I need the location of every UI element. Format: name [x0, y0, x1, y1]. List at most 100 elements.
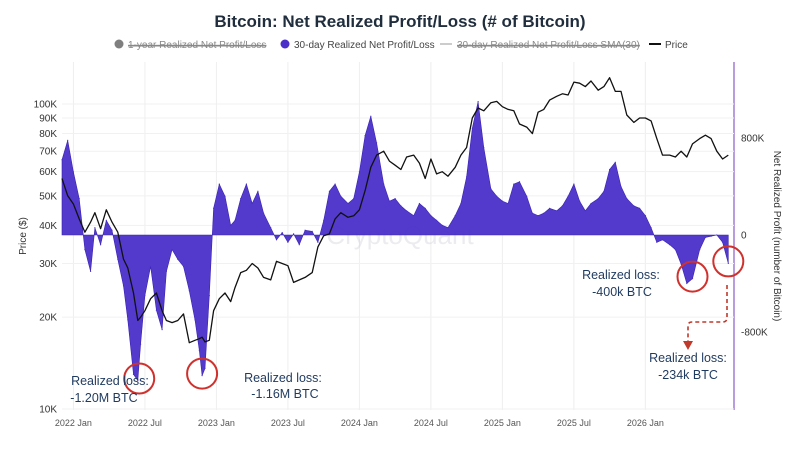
profit-loss-point — [328, 190, 330, 192]
loss-highlight-circle — [712, 245, 745, 278]
profit-loss-point — [347, 202, 349, 205]
profit-loss-point — [171, 249, 173, 251]
profit-loss-point — [218, 183, 220, 185]
profit-loss-point — [413, 215, 415, 217]
legend-item-sma[interactable]: 30-day Realized Net Profit/Loss SMA(30) — [440, 40, 640, 51]
profit-loss-point — [556, 210, 558, 212]
annotation-2: Realized loss: -1.16M BTC — [244, 371, 322, 401]
profit-loss-point — [270, 227, 272, 229]
profit-loss-point — [597, 198, 599, 200]
left-tick-label: 30K — [39, 259, 57, 270]
profit-loss-point — [704, 236, 707, 238]
profit-loss-point — [311, 230, 313, 232]
profit-loss-point — [626, 198, 628, 200]
left-tick-label: 100K — [34, 100, 58, 111]
profit-loss-point — [198, 349, 200, 351]
profit-loss-point — [84, 249, 86, 251]
profit-loss-point — [609, 168, 611, 171]
legend-item-1y[interactable]: 1-year Realized Net Profit/Loss — [114, 39, 267, 52]
left-tick-label: 50K — [39, 191, 57, 202]
profit-loss-point — [204, 367, 206, 369]
legend: 1-year Realized Net Profit/Loss 30-day R… — [114, 39, 688, 52]
profit-loss-point — [155, 309, 157, 311]
profit-loss-point — [513, 183, 515, 185]
profit-loss-point — [650, 227, 652, 229]
loss-highlight-circle — [676, 260, 709, 293]
x-tick-label: 2025 Jan — [484, 418, 521, 428]
profit-loss-point — [161, 329, 163, 331]
profit-loss-point — [447, 227, 449, 229]
legend-marker-1y — [114, 39, 124, 49]
right-tick-label: 800K — [741, 134, 765, 145]
legend-item-30d[interactable]: 30-day Realized Net Profit/Loss — [280, 39, 435, 52]
left-tick-label: 10K — [39, 405, 57, 416]
profit-loss-point — [245, 183, 247, 185]
profit-loss-point — [224, 195, 226, 197]
profit-loss-point — [549, 207, 551, 209]
left-axis-ticks: 10K 20K 30K 40K 50K 60K 70K 80K 90K 100K — [34, 100, 58, 416]
x-tick-label: 2024 Jan — [341, 418, 378, 428]
profit-loss-point — [323, 219, 325, 221]
profit-loss-point — [644, 215, 647, 217]
profit-loss-point — [317, 241, 319, 243]
left-tick-label: 20K — [39, 313, 57, 324]
profit-loss-point — [727, 262, 729, 264]
profit-loss-point — [531, 212, 534, 214]
x-tick-label: 2024 Jul — [414, 418, 448, 428]
profit-loss-point — [194, 319, 196, 321]
loss-highlight-circle — [123, 362, 156, 395]
profit-loss-point — [353, 198, 355, 200]
profit-loss-point — [454, 215, 456, 217]
chart-title: Bitcoin: Net Realized Profit/Loss (# of … — [214, 12, 585, 31]
profit-loss-point — [518, 181, 521, 183]
profit-loss-point — [263, 212, 265, 214]
profit-loss-point — [579, 200, 581, 202]
profit-loss-point — [567, 195, 569, 197]
profit-loss-point — [686, 282, 688, 285]
profit-loss-point — [526, 195, 528, 197]
profit-loss-point — [674, 249, 677, 251]
profit-loss-point — [213, 207, 215, 209]
profit-loss-point — [490, 188, 492, 190]
annotation-3: Realized loss: -400k BTC — [582, 268, 660, 299]
annotation-2-line1: Realized loss: — [244, 371, 322, 385]
profit-loss-point — [188, 290, 190, 292]
profit-loss-point — [281, 232, 283, 234]
left-axis-label: Price ($) — [18, 217, 29, 255]
right-tick-label: -800K — [741, 328, 768, 339]
profit-loss-point — [132, 373, 135, 375]
profit-loss-point — [543, 212, 545, 214]
profit-loss-point — [603, 190, 605, 192]
profit-loss-point — [460, 202, 462, 205]
profit-loss-point — [144, 295, 146, 297]
profit-loss-point — [230, 224, 232, 226]
profit-loss-point — [406, 210, 408, 212]
profit-loss-point — [304, 229, 306, 231]
profit-loss-point — [251, 202, 253, 205]
profit-loss-point — [111, 229, 113, 231]
profit-loss-point — [293, 233, 295, 235]
profit-loss-point — [466, 176, 468, 178]
profit-loss-point — [240, 198, 242, 200]
left-tick-label: 90K — [39, 114, 57, 125]
profit-loss-point — [680, 263, 682, 265]
annotation-4-line2: -234k BTC — [658, 368, 718, 382]
profit-loss-point — [590, 202, 592, 205]
x-tick-label: 2023 Jan — [198, 418, 235, 428]
x-tick-label: 2022 Jan — [55, 418, 92, 428]
profit-loss-point — [424, 207, 426, 209]
profit-loss-point — [388, 200, 390, 202]
profit-loss-point — [122, 285, 125, 287]
left-tick-label: 60K — [39, 167, 57, 178]
profit-loss-point — [364, 135, 366, 137]
profit-loss-point — [394, 198, 396, 200]
profit-loss-point — [441, 224, 443, 226]
annotation-1: Realized loss: -1.20M BTC — [70, 374, 149, 405]
profit-loss-point — [691, 278, 694, 280]
profit-loss-point — [201, 375, 203, 377]
profit-loss-point — [584, 210, 586, 212]
legend-marker-30d — [280, 39, 290, 49]
left-tick-label: 70K — [39, 147, 57, 158]
legend-item-price[interactable]: Price — [649, 40, 688, 51]
